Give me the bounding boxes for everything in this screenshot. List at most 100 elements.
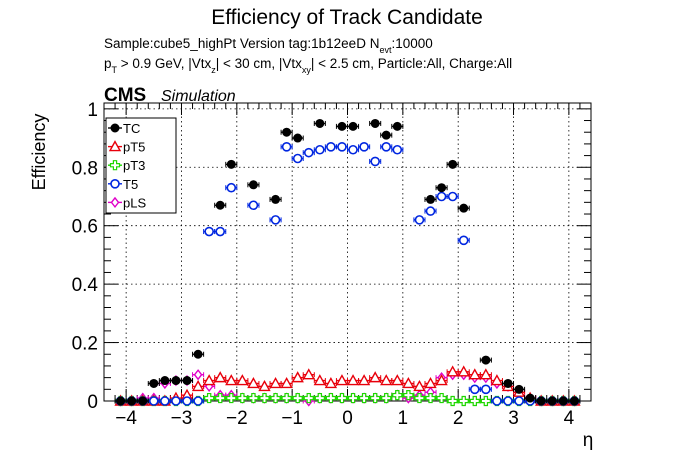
data-point: [370, 392, 381, 404]
data-point: [149, 396, 159, 406]
legend-label-pt5: pT5: [123, 140, 145, 155]
legend-marker: [110, 196, 120, 209]
data-point: [425, 206, 436, 216]
data-point: [182, 376, 192, 386]
data-point: [357, 374, 371, 386]
plot-area: −4 −3 −2 −1 0 1 2 3 4 0 0.2 0.4 0.6 0.8 1 TC pT5 pT3 T5 pLS: [72, 100, 592, 429]
data-point: [469, 395, 480, 407]
info-line-2-a: > 0.9 GeV, |Vtx: [117, 56, 211, 71]
y-tick-label: 0: [87, 392, 98, 413]
legend-label-tc: TC: [123, 121, 140, 136]
x-tick-label: 1: [398, 408, 409, 429]
data-point: [446, 365, 459, 377]
data-point: [514, 384, 524, 394]
data-point: [193, 396, 203, 406]
data-point: [281, 142, 292, 152]
data-point: [414, 215, 425, 225]
data-point: [403, 390, 414, 401]
data-point: [392, 390, 403, 401]
data-point: [481, 355, 491, 365]
x-tick-label: 0: [342, 408, 353, 429]
x-tick-label: −1: [281, 408, 303, 429]
data-point: [435, 374, 448, 386]
data-point: [215, 226, 226, 237]
data-point: [292, 153, 303, 164]
data-point: [237, 392, 248, 404]
data-point: [337, 121, 347, 131]
data-point: [447, 191, 458, 202]
data-point: [270, 215, 281, 225]
data-point: [259, 392, 270, 404]
data-point: [381, 130, 391, 140]
y-tick-label: 0.6: [72, 217, 98, 238]
data-point: [204, 226, 214, 237]
data-point: [414, 392, 425, 404]
data-point: [303, 392, 314, 404]
data-point: [381, 392, 392, 404]
data-point: [492, 396, 502, 406]
x-tick-label: −4: [115, 408, 137, 429]
data-point: [425, 392, 436, 404]
legend-label-pt3: pT3: [123, 158, 145, 173]
y-tick-label: 0.4: [72, 275, 99, 296]
data-point: [248, 392, 259, 404]
data-point: [426, 194, 436, 204]
data-point: [269, 377, 282, 389]
legend-marker: [110, 123, 120, 133]
data-point: [536, 396, 546, 406]
data-point: [204, 392, 215, 404]
data-point: [160, 376, 170, 386]
data-point: [193, 369, 203, 381]
data-point: [480, 395, 491, 407]
data-point: [368, 371, 382, 383]
data-point: [448, 159, 458, 169]
data-point: [193, 349, 203, 359]
data-point: [293, 133, 303, 143]
data-point: [292, 392, 303, 404]
data-point: [458, 235, 469, 246]
data-point: [182, 396, 192, 406]
data-point: [116, 396, 126, 406]
legend-marker: [110, 179, 120, 189]
data-point: [468, 368, 481, 380]
data-point: [481, 384, 491, 395]
data-point: [348, 144, 358, 155]
x-tick-label: 2: [453, 408, 464, 429]
data-point: [315, 144, 325, 155]
info-line-2-p: p: [104, 56, 112, 71]
data-point: [525, 393, 535, 403]
data-point: [459, 203, 469, 213]
data-point: [457, 365, 470, 377]
data-point: [458, 395, 469, 407]
data-point: [436, 191, 447, 202]
data-point: [302, 368, 315, 380]
data-point: [313, 374, 327, 386]
data-point: [226, 159, 236, 169]
data-point: [202, 374, 216, 386]
data-point: [160, 396, 170, 406]
data-point: [392, 121, 402, 131]
series-tc: [114, 118, 581, 406]
data-point: [392, 144, 403, 155]
legend: TC pT5 pT3 T5 pLS: [105, 117, 177, 214]
y-tick-label: 1: [87, 100, 98, 121]
info-line-1-text: Sample:cube5_highPt Version tag:1b12eeD …: [104, 36, 379, 51]
legend-label-pls: pLS: [123, 195, 146, 210]
info-line-2-p-sub: T: [112, 65, 118, 75]
data-point: [347, 392, 359, 404]
data-point: [335, 374, 349, 386]
data-point: [391, 374, 404, 386]
data-point: [348, 121, 358, 131]
data-point: [558, 396, 568, 406]
legend-label-t5: T5: [123, 177, 138, 192]
x-tick-label: −2: [226, 408, 248, 429]
x-tick-label: 3: [508, 408, 519, 429]
data-point: [225, 374, 238, 386]
data-point: [171, 396, 181, 406]
data-point: [271, 194, 281, 204]
y-axis-label: Efficiency: [29, 114, 49, 191]
legend-marker: [109, 160, 121, 171]
data-point: [291, 371, 304, 383]
data-point: [325, 392, 336, 404]
